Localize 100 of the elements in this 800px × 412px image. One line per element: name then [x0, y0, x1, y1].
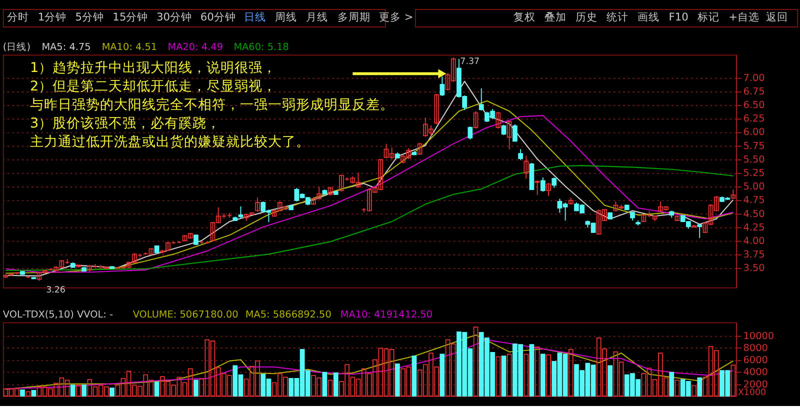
chart-title: (日线) [2, 40, 30, 53]
bar [540, 354, 546, 396]
candlestick [478, 88, 484, 112]
annotation: 3.26 [46, 285, 66, 296]
bar [394, 363, 400, 396]
bar [546, 354, 551, 396]
y-tick-label: 5.50 [743, 154, 765, 166]
bar [322, 372, 328, 396]
annotation: 2）但是第二天却低开低走，尽显弱视， [30, 78, 277, 95]
y-tick-label: 5.75 [743, 140, 765, 152]
y-tick-label: 5.25 [743, 168, 765, 180]
y-tick-label: 7.00 [743, 72, 765, 84]
candlestick [697, 224, 702, 238]
bar [534, 346, 540, 396]
text: VOLUME: 5067180.00 [132, 309, 238, 320]
text: MA10: 4.51 [102, 42, 158, 53]
text: 统计 [606, 10, 629, 24]
y-tick-label: 4.00 [743, 236, 765, 247]
text: 历史 [576, 10, 598, 24]
y-tick-label: 4.25 [743, 222, 765, 234]
candlestick [540, 177, 546, 192]
candlestick [524, 155, 529, 180]
bar [20, 389, 25, 396]
text: MA20: 4.49 [168, 42, 223, 53]
annotation: 与昨日强势的大阳线完全不相符，一强一弱形成明显反差。 [30, 96, 394, 113]
candlestick [552, 177, 557, 188]
bar [473, 326, 478, 396]
bar [524, 354, 529, 396]
candlestick [238, 206, 244, 219]
y-tick-label: 4.75 [743, 195, 765, 206]
bar [506, 354, 512, 396]
text: 多周期 [337, 10, 370, 24]
bar [529, 344, 534, 396]
y-tick-label: 3.50 [743, 263, 765, 274]
bar [568, 348, 574, 396]
candlestick [546, 182, 551, 196]
y-tick-label: 6.75 [743, 86, 765, 98]
candlestick [512, 124, 518, 142]
bar [669, 372, 674, 396]
y-tick-label: 10000 [743, 330, 774, 342]
text: 1分钟 [38, 10, 67, 24]
text: 30分钟 [156, 10, 192, 24]
text: MA60: 5.18 [234, 42, 289, 53]
text: 叠加 [544, 10, 567, 24]
bar [328, 380, 333, 396]
annotation: 7.37 [460, 57, 480, 68]
text: 标记 [696, 10, 720, 24]
text: X1000 [738, 388, 766, 398]
text: 周线 [275, 10, 298, 24]
bar [333, 372, 338, 396]
candlestick [194, 234, 198, 246]
text: MA10: 4191412.50 [340, 309, 433, 320]
bar [26, 391, 31, 396]
annotation: 1）趋势拉升中出现大阳线，说明很强， [30, 60, 277, 76]
y-tick-label: 3.75 [743, 250, 765, 261]
candlestick [434, 93, 440, 125]
y-tick-label: 6000 [743, 355, 768, 366]
text: +自选 [728, 10, 760, 24]
bar [496, 356, 501, 396]
candlestick [255, 197, 260, 212]
text: 15分钟 [112, 10, 148, 24]
text: F10 [668, 10, 689, 24]
y-tick-label: 8000 [743, 343, 768, 354]
bar [440, 354, 445, 396]
y-tick-label: 5.00 [743, 182, 765, 193]
bar [608, 365, 613, 396]
candlestick [730, 189, 736, 200]
bar [692, 385, 696, 396]
y-tick-label: 6.25 [743, 114, 765, 125]
bar [674, 380, 680, 396]
bar [110, 388, 114, 396]
text: 60分钟 [200, 10, 236, 24]
candlestick [518, 148, 523, 161]
bar [697, 377, 702, 396]
bar [412, 356, 417, 396]
bar [31, 390, 36, 396]
y-tick-label: 6.50 [743, 100, 765, 112]
candlestick [501, 124, 506, 136]
bar [501, 356, 506, 396]
text: 返回 [766, 10, 788, 24]
text: MA5: 5866892.50 [245, 309, 332, 320]
bar [82, 384, 86, 396]
candlestick [534, 180, 540, 196]
y-tick-label: 6.00 [743, 127, 765, 138]
candlestick [506, 120, 512, 150]
chart-title: VOL-TDX(5,10) VVOL: - [2, 309, 114, 320]
text: 复权 [514, 10, 536, 24]
text: MA5: 4.75 [42, 42, 91, 53]
candlestick [468, 126, 473, 140]
text: 月线 [306, 10, 328, 24]
bar [730, 364, 736, 396]
text: 5分钟 [75, 10, 104, 24]
candlestick [496, 111, 501, 130]
text: 画线 [638, 10, 660, 24]
candlestick [473, 110, 478, 130]
bar [76, 384, 81, 396]
annotation: 主力通过低开洗盘或出货的嫌疑就比较大了。 [30, 134, 310, 150]
y-tick-label: 4.50 [743, 208, 765, 220]
text: 分时 [6, 10, 29, 24]
line-series [5, 165, 734, 272]
